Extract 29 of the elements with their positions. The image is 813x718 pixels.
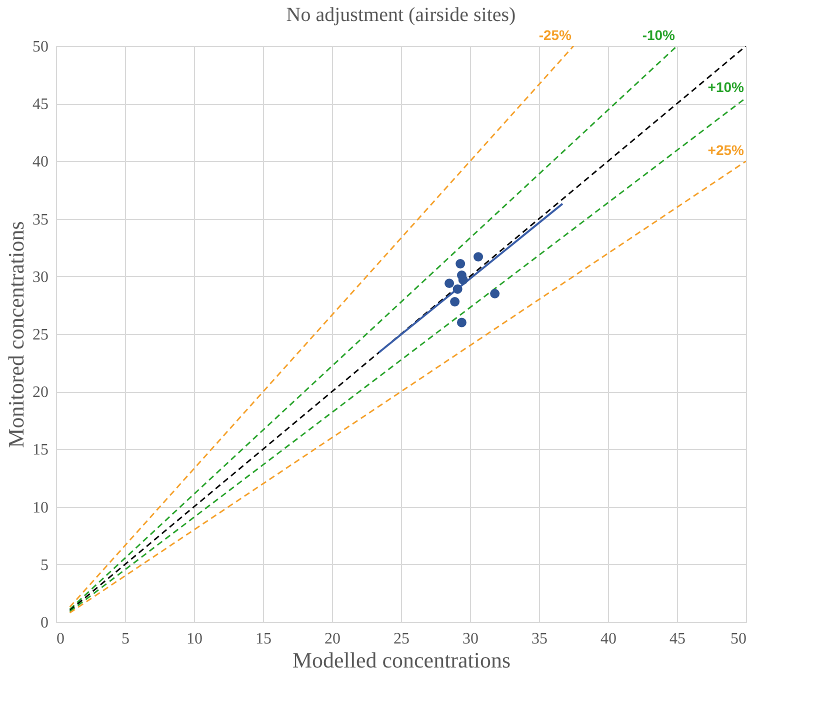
x-tick-label: 30: [462, 630, 478, 648]
x-tick-label: 45: [670, 630, 686, 648]
y-tick-label: 50: [32, 38, 48, 56]
x-tick-label: 10: [186, 630, 202, 648]
chart-title: No adjustment (airside sites): [286, 4, 516, 26]
y-tick-label: 5: [40, 556, 48, 574]
x-tick-label: 0: [56, 630, 64, 648]
y-tick-label: 15: [32, 442, 48, 459]
y-tick-label: 30: [32, 268, 48, 286]
y-tick-label: 20: [32, 384, 48, 402]
x-axis-title: Modelled concentrations: [292, 648, 511, 672]
y-axis-title: Monitored concentrations: [4, 221, 28, 448]
x-tick-label: 20: [324, 630, 340, 648]
series-label: +25%: [708, 142, 745, 158]
x-tick-label: 40: [600, 630, 616, 648]
series-label: -25%: [538, 27, 572, 43]
x-tick-label: 5: [122, 630, 130, 648]
x-tick-label: 25: [394, 630, 410, 648]
y-tick-label: 40: [32, 154, 48, 171]
y-tick-label: 10: [32, 499, 48, 516]
series-label: +10%: [708, 78, 745, 95]
x-tick-label: 50: [730, 630, 746, 648]
y-tick-label: 45: [32, 96, 48, 114]
y-tick-label: 35: [32, 211, 48, 228]
y-tick-label: 0: [40, 614, 48, 632]
x-tick-label: 35: [532, 630, 548, 648]
y-tick-label: 25: [32, 326, 48, 344]
series-label: -10%: [642, 27, 676, 43]
x-tick-label: 15: [256, 630, 272, 648]
